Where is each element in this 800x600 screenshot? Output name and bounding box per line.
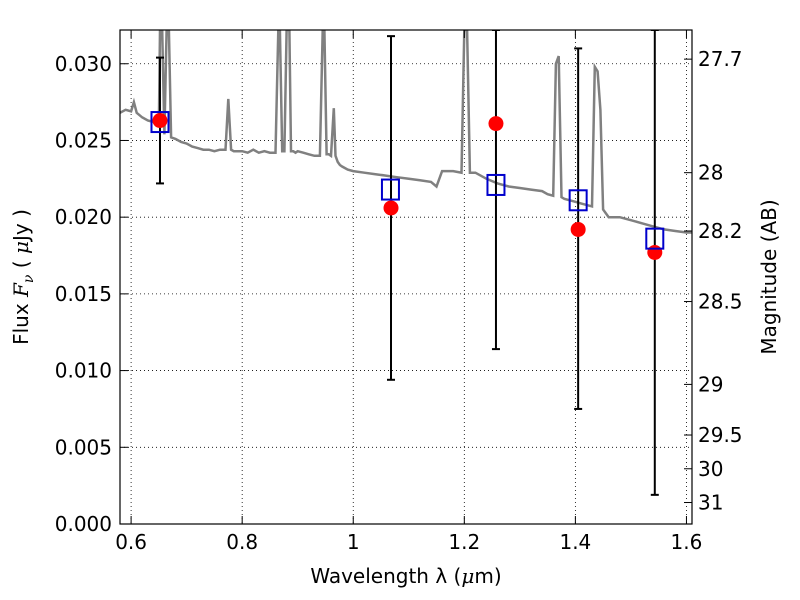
model-point bbox=[486, 173, 506, 196]
plot-area bbox=[120, 30, 692, 496]
model-point bbox=[568, 189, 588, 212]
y2-tick-label: 27.7 bbox=[698, 47, 743, 71]
model-point bbox=[150, 111, 170, 134]
observed-point bbox=[647, 244, 663, 260]
y-tick-label: 0.010 bbox=[55, 359, 112, 383]
x-tick-label: 1 bbox=[347, 530, 360, 554]
template-spectrum-line bbox=[120, 30, 692, 234]
y-tick-label: 0.025 bbox=[55, 128, 112, 152]
y-axis-label: Flux Fν ( μJy ) bbox=[9, 209, 37, 345]
y-tick-label: 0.015 bbox=[55, 282, 112, 306]
y2-tick-label: 31 bbox=[698, 491, 723, 515]
y-axis-ticks: 0.000 0.005 0.010 0.015 0.020 0.025 0.030 bbox=[55, 52, 128, 536]
x-tick-label: 0.8 bbox=[226, 530, 258, 554]
y-tick-label: 0.000 bbox=[55, 512, 112, 536]
y-tick-label: 0.020 bbox=[55, 205, 112, 229]
observed-point bbox=[570, 221, 586, 237]
model-points bbox=[150, 111, 665, 250]
y2-tick-label: 29.5 bbox=[698, 423, 743, 447]
model-point bbox=[645, 227, 665, 250]
y2-tick-label: 29 bbox=[698, 372, 723, 396]
y2-tick-label: 28.5 bbox=[698, 290, 743, 314]
x-tick-label: 1.4 bbox=[559, 530, 591, 554]
model-point bbox=[380, 178, 400, 201]
x-axis-ticks: 0.6 0.8 1 1.2 1.4 1.6 bbox=[115, 30, 702, 554]
y2-axis-label: Magnitude (AB) bbox=[757, 199, 781, 354]
x-tick-label: 1.6 bbox=[671, 530, 703, 554]
observed-points bbox=[152, 113, 663, 260]
grid-lines bbox=[120, 30, 692, 525]
error-bars bbox=[155, 30, 659, 496]
observed-point bbox=[383, 200, 399, 216]
x-tick-label: 0.6 bbox=[115, 530, 147, 554]
y-tick-label: 0.005 bbox=[55, 435, 112, 459]
plot-frame bbox=[119, 29, 693, 525]
y-tick-label: 0.030 bbox=[55, 52, 112, 76]
observed-point bbox=[152, 113, 168, 129]
y2-tick-label: 28 bbox=[698, 161, 723, 185]
observed-point bbox=[488, 116, 504, 132]
x-axis-label: Wavelength λ (μm) bbox=[310, 564, 501, 588]
y2-axis-ticks: 27.7 28 28.2 28.5 29 29.5 30 31 bbox=[684, 47, 743, 515]
y2-tick-label: 28.2 bbox=[698, 219, 743, 243]
y2-tick-label: 30 bbox=[698, 457, 723, 481]
x-tick-label: 1.2 bbox=[448, 530, 480, 554]
